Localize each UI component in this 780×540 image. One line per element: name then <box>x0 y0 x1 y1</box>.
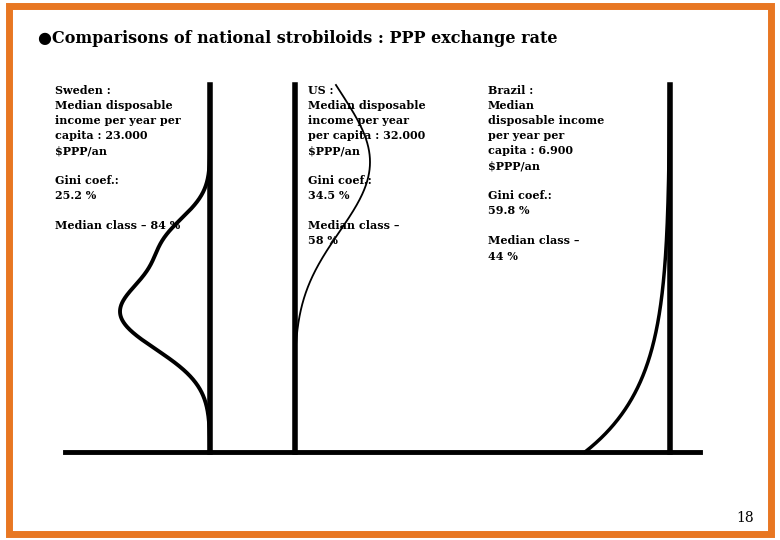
Text: US :
Median disposable
income per year
per capita : 32.000
$PPP/an

Gini coef.:
: US : Median disposable income per year p… <box>308 85 426 246</box>
Text: Brazil :
Median
disposable income
per year per
capita : 6.900
$PPP/an

Gini coef: Brazil : Median disposable income per ye… <box>488 85 604 261</box>
Text: ●Comparisons of national strobiloids : PPP exchange rate: ●Comparisons of national strobiloids : P… <box>38 30 558 47</box>
Text: 18: 18 <box>736 511 753 525</box>
Text: Sweden :
Median disposable
income per year per
capita : 23.000
$PPP/an

Gini coe: Sweden : Median disposable income per ye… <box>55 85 181 232</box>
